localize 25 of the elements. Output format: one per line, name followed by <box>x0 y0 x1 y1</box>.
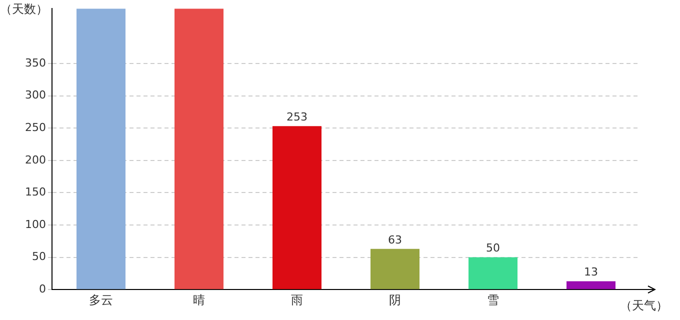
y-tick-label: 250 <box>25 120 46 134</box>
x-tick-label: 阴 <box>389 292 401 307</box>
data-label: 13 <box>584 266 598 279</box>
bar <box>76 8 126 290</box>
x-tick-label: 雨 <box>291 292 303 307</box>
bar <box>566 281 616 290</box>
y-tick-label: 150 <box>25 186 46 199</box>
y-tick-label: 350 <box>25 56 46 70</box>
data-label: 253 <box>286 110 308 124</box>
x-tick-label: 多云 <box>89 292 113 307</box>
y-tick-label: 300 <box>25 88 46 102</box>
x-tick-label: 雪 <box>487 292 499 307</box>
bar <box>272 126 322 290</box>
data-label: 50 <box>486 242 500 255</box>
data-label: 63 <box>388 233 402 246</box>
x-tick-label: 晴 <box>193 292 205 307</box>
x-axis-title: （天气） <box>620 298 668 313</box>
y-tick-label: 0 <box>39 282 46 296</box>
bar <box>370 248 420 290</box>
y-tick-label: 50 <box>32 250 46 264</box>
y-tick-label: 200 <box>25 153 46 166</box>
y-axis-title: （天数） <box>0 2 48 16</box>
y-tick-label: 100 <box>25 218 46 231</box>
bar <box>174 8 224 290</box>
bar <box>468 257 518 290</box>
